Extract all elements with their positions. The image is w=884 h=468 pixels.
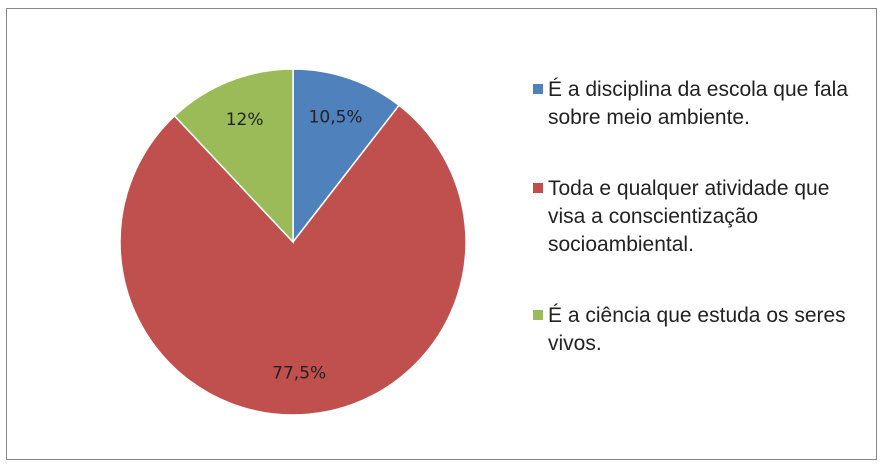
legend-line: sobre meio ambiente. xyxy=(548,106,750,129)
legend-label: É a disciplina da escola que fala sobre m… xyxy=(548,78,848,129)
legend-line: vivos. xyxy=(548,332,602,355)
legend-line: visa a conscientização xyxy=(548,205,758,228)
legend-swatch xyxy=(533,310,543,320)
legend-swatch xyxy=(533,183,543,193)
legend-label: É a ciência que estuda os seres vivos. xyxy=(548,304,846,355)
legend-swatch xyxy=(533,84,543,94)
pie-slice xyxy=(292,68,401,245)
legend-line: Toda e qualquer atividade que xyxy=(548,177,829,200)
value-label: 10,5% xyxy=(309,108,363,128)
legend-line: É a ciência que estuda os seres xyxy=(548,304,846,327)
value-label: 12% xyxy=(226,110,264,130)
value-label: 77,5% xyxy=(272,363,326,383)
legend-line: socioambiental. xyxy=(548,233,694,256)
legend-line: É a disciplina da escola que fala xyxy=(548,78,848,101)
legend-label: Toda e qualquer atividade que visa a cons… xyxy=(548,177,829,256)
pie-slice xyxy=(173,68,294,244)
pie-slice xyxy=(119,104,467,416)
